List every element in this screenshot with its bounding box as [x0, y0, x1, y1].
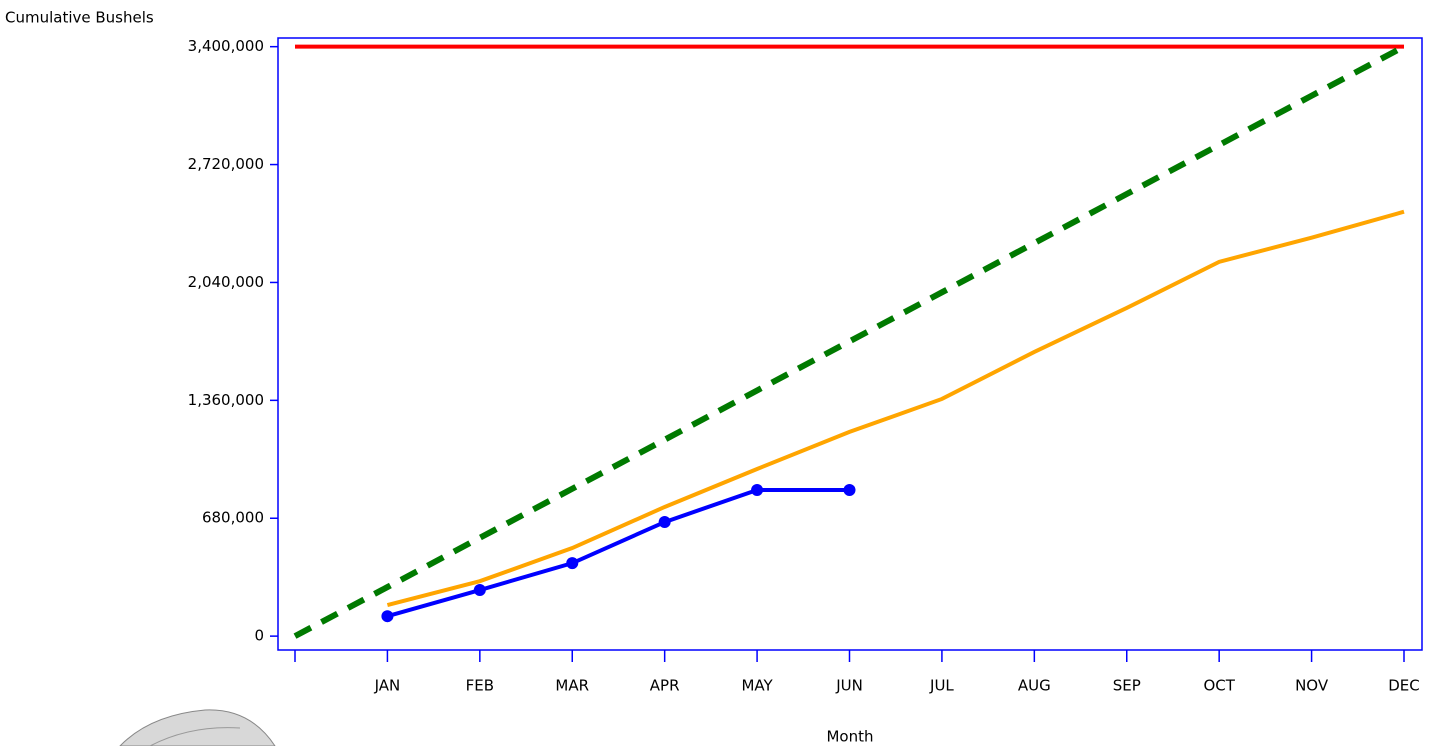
y-axis-label: Cumulative Bushels — [5, 9, 154, 27]
y-tick-label: 3,400,000 — [188, 37, 264, 55]
series-line — [386, 487, 850, 619]
x-tick-label: SEP — [1113, 677, 1141, 695]
y-tick-label: 0 — [254, 627, 264, 645]
x-tick-label: APR — [650, 677, 680, 695]
y-tick-label: 680,000 — [202, 509, 264, 527]
point-marker — [843, 483, 856, 496]
series-line — [293, 44, 1406, 639]
shell-decoration — [119, 709, 276, 746]
y-tick-label: 2,040,000 — [188, 273, 264, 291]
x-axis-label: Month — [826, 728, 873, 746]
x-tick-label: AUG — [1018, 677, 1051, 695]
x-tick-label: MAY — [741, 677, 773, 695]
x-tick-label: OCT — [1203, 677, 1235, 695]
x-tick-label: DEC — [1388, 677, 1420, 695]
x-tick-label: JUL — [929, 677, 954, 695]
x-tick-label: JAN — [374, 677, 401, 695]
y-tick-label: 2,720,000 — [188, 155, 264, 173]
y-tick-label: 1,360,000 — [188, 391, 264, 409]
x-tick-label: JUN — [835, 677, 863, 695]
point-marker — [381, 610, 394, 623]
x-tick-label: FEB — [466, 677, 494, 695]
point-marker — [658, 516, 671, 529]
x-tick-label: MAR — [555, 677, 589, 695]
point-marker — [566, 557, 579, 570]
point-marker — [473, 584, 486, 597]
series-line — [386, 209, 1405, 608]
point-marker — [751, 483, 764, 496]
x-tick-label: NOV — [1295, 677, 1329, 695]
